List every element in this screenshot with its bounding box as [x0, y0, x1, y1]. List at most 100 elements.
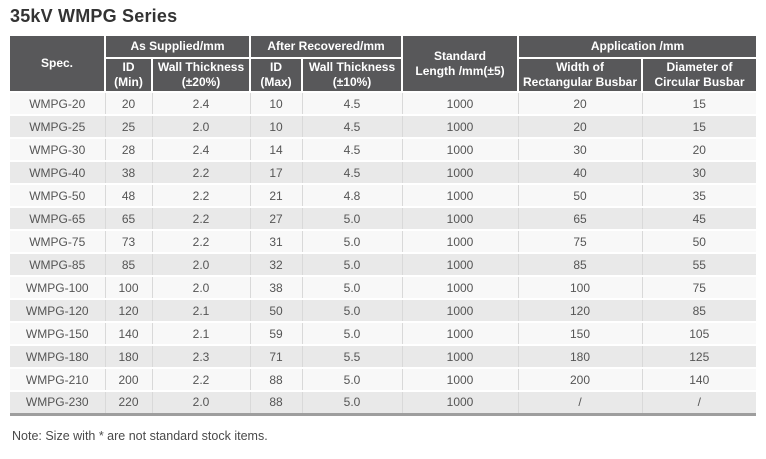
value-cell-wall_thickness_20: 2.2: [151, 230, 251, 254]
spec-cell: WMPG-20: [10, 92, 106, 116]
value-cell-wall_thickness_10: 5.0: [301, 230, 403, 254]
spec-cell: WMPG-30: [10, 138, 106, 162]
value-cell-wall_thickness_10: 5.5: [301, 345, 403, 369]
value-cell-diameter_circular_busbar: 55: [641, 253, 757, 277]
value-cell-id_max: 88: [249, 391, 303, 415]
value-cell-standard_length: 1000: [401, 345, 519, 369]
value-cell-id_min: 38: [104, 161, 153, 185]
value-cell-standard_length: 1000: [401, 322, 519, 346]
value-cell-wall_thickness_20: 2.1: [151, 299, 251, 323]
value-cell-width_rectangular_busbar: 200: [517, 368, 643, 392]
value-cell-diameter_circular_busbar: 45: [641, 207, 757, 231]
value-cell-id_min: 20: [104, 92, 153, 116]
value-cell-id_max: 27: [249, 207, 303, 231]
value-cell-wall_thickness_10: 5.0: [301, 322, 403, 346]
value-cell-id_min: 180: [104, 345, 153, 369]
page-title: 35kV WMPG Series: [10, 6, 178, 26]
value-cell-standard_length: 1000: [401, 138, 519, 162]
spec-cell: WMPG-85: [10, 253, 106, 277]
value-cell-width_rectangular_busbar: 180: [517, 345, 643, 369]
value-cell-id_min: 85: [104, 253, 153, 277]
table-row: WMPG-25 25 2.0 10 4.5 1000 20 15: [10, 115, 757, 139]
value-cell-diameter_circular_busbar: 75: [641, 276, 757, 300]
value-cell-id_max: 50: [249, 299, 303, 323]
value-cell-width_rectangular_busbar: /: [517, 391, 643, 415]
value-cell-id_min: 28: [104, 138, 153, 162]
value-cell-diameter_circular_busbar: /: [641, 391, 757, 415]
value-cell-wall_thickness_10: 5.0: [301, 391, 403, 415]
table-row: WMPG-210 200 2.2 88 5.0 1000 200 140: [10, 368, 757, 392]
value-cell-id_max: 59: [249, 322, 303, 346]
value-cell-width_rectangular_busbar: 50: [517, 184, 643, 208]
value-cell-id_min: 65: [104, 207, 153, 231]
value-cell-width_rectangular_busbar: 100: [517, 276, 643, 300]
col-header-id-max: ID (Max): [249, 57, 304, 93]
value-cell-standard_length: 1000: [401, 92, 519, 116]
value-cell-width_rectangular_busbar: 120: [517, 299, 643, 323]
value-cell-wall_thickness_10: 5.0: [301, 207, 403, 231]
value-cell-id_max: 10: [249, 115, 303, 139]
value-cell-wall_thickness_10: 5.0: [301, 276, 403, 300]
wmpg-spec-table: Spec. As Supplied/mm After Recovered/mm …: [10, 36, 757, 416]
value-cell-diameter_circular_busbar: 15: [641, 115, 757, 139]
value-cell-wall_thickness_10: 4.5: [301, 92, 403, 116]
spec-cell: WMPG-50: [10, 184, 106, 208]
value-cell-wall_thickness_20: 2.2: [151, 161, 251, 185]
value-cell-id_min: 73: [104, 230, 153, 254]
value-cell-standard_length: 1000: [401, 115, 519, 139]
value-cell-id_min: 100: [104, 276, 153, 300]
value-cell-wall_thickness_20: 2.4: [151, 138, 251, 162]
value-cell-diameter_circular_busbar: 50: [641, 230, 757, 254]
value-cell-id_max: 14: [249, 138, 303, 162]
value-cell-wall_thickness_20: 2.1: [151, 322, 251, 346]
value-cell-id_max: 17: [249, 161, 303, 185]
value-cell-diameter_circular_busbar: 35: [641, 184, 757, 208]
value-cell-wall_thickness_10: 4.8: [301, 184, 403, 208]
value-cell-wall_thickness_20: 2.3: [151, 345, 251, 369]
table-row: WMPG-40 38 2.2 17 4.5 1000 40 30: [10, 161, 757, 185]
value-cell-wall_thickness_10: 4.5: [301, 138, 403, 162]
value-cell-id_min: 25: [104, 115, 153, 139]
table-row: WMPG-50 48 2.2 21 4.8 1000 50 35: [10, 184, 757, 208]
table-row: WMPG-100 100 2.0 38 5.0 1000 100 75: [10, 276, 757, 300]
value-cell-width_rectangular_busbar: 85: [517, 253, 643, 277]
value-cell-id_max: 31: [249, 230, 303, 254]
value-cell-diameter_circular_busbar: 105: [641, 322, 757, 346]
header-group-row: Spec. As Supplied/mm After Recovered/mm …: [10, 36, 757, 93]
value-cell-diameter_circular_busbar: 15: [641, 92, 757, 116]
col-header-diameter-circular-busbar: Diameter of Circular Busbar: [641, 57, 757, 93]
value-cell-width_rectangular_busbar: 20: [517, 92, 643, 116]
value-cell-standard_length: 1000: [401, 230, 519, 254]
value-cell-standard_length: 1000: [401, 184, 519, 208]
col-header-spec: Spec.: [10, 36, 106, 93]
value-cell-width_rectangular_busbar: 40: [517, 161, 643, 185]
value-cell-wall_thickness_10: 5.0: [301, 368, 403, 392]
spec-cell: WMPG-100: [10, 276, 106, 300]
value-cell-width_rectangular_busbar: 30: [517, 138, 643, 162]
table-header: Spec. As Supplied/mm After Recovered/mm …: [10, 36, 757, 93]
col-group-after-recovered: After Recovered/mm: [249, 36, 404, 59]
spec-cell: WMPG-230: [10, 391, 106, 415]
value-cell-wall_thickness_10: 5.0: [301, 299, 403, 323]
value-cell-wall_thickness_20: 2.2: [151, 368, 251, 392]
value-cell-wall_thickness_20: 2.0: [151, 276, 251, 300]
value-cell-wall_thickness_20: 2.0: [151, 391, 251, 415]
spec-cell: WMPG-180: [10, 345, 106, 369]
value-cell-width_rectangular_busbar: 75: [517, 230, 643, 254]
value-cell-standard_length: 1000: [401, 253, 519, 277]
value-cell-wall_thickness_10: 4.5: [301, 161, 403, 185]
note-text: Note: Size with * are not standard stock…: [12, 429, 268, 443]
value-cell-width_rectangular_busbar: 65: [517, 207, 643, 231]
spec-cell: WMPG-120: [10, 299, 106, 323]
table-row: WMPG-30 28 2.4 14 4.5 1000 30 20: [10, 138, 757, 162]
value-cell-id_max: 38: [249, 276, 303, 300]
table-body: WMPG-20 20 2.4 10 4.5 1000 20 15 WMPG-25 25 2.0 10 4…: [10, 92, 757, 415]
value-cell-standard_length: 1000: [401, 368, 519, 392]
value-cell-diameter_circular_busbar: 20: [641, 138, 757, 162]
value-cell-id_max: 88: [249, 368, 303, 392]
value-cell-id_max: 10: [249, 92, 303, 116]
value-cell-wall_thickness_20: 2.4: [151, 92, 251, 116]
value-cell-id_min: 200: [104, 368, 153, 392]
value-cell-wall_thickness_20: 2.0: [151, 115, 251, 139]
table-row: WMPG-230 220 2.0 88 5.0 1000//: [10, 391, 757, 415]
